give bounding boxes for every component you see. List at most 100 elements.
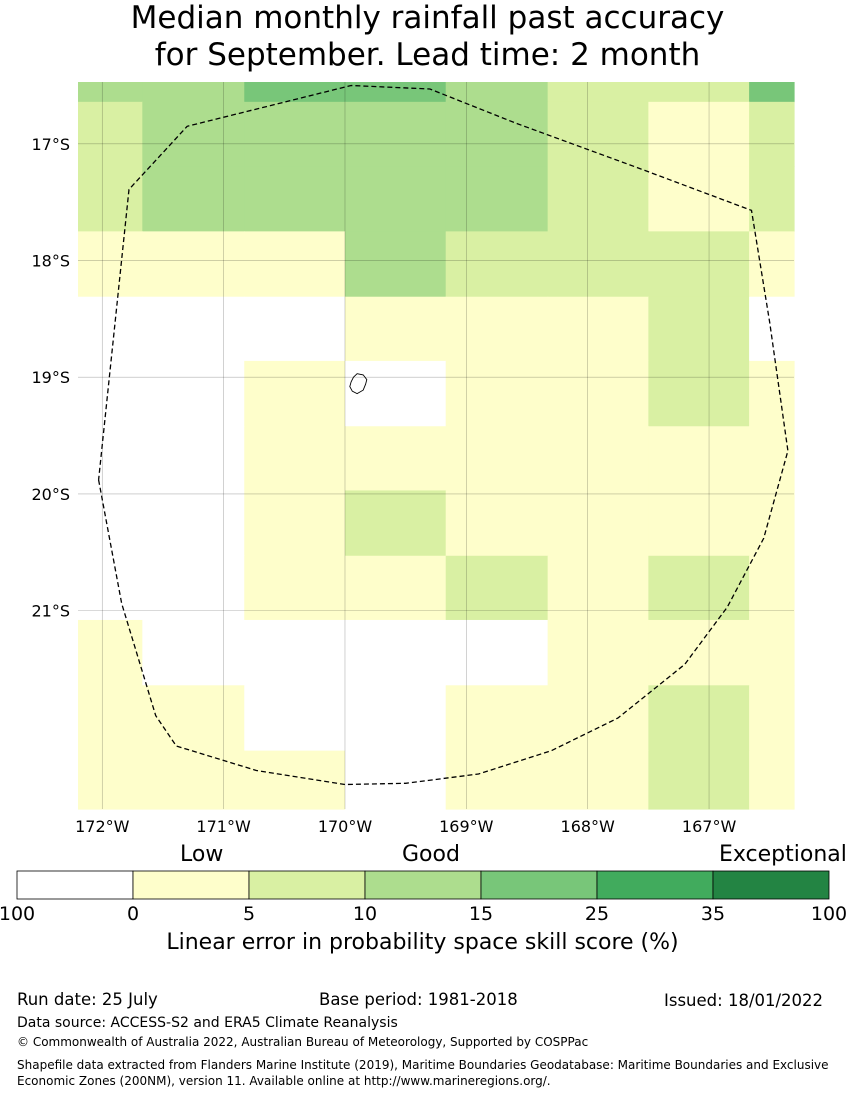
grid-cell bbox=[142, 685, 245, 752]
skill-score-grid bbox=[78, 82, 795, 810]
grid-cell bbox=[244, 426, 346, 492]
grid-cell bbox=[142, 619, 245, 686]
copyright: © Commonwealth of Australia 2022, Austra… bbox=[17, 1035, 589, 1049]
grid-cell bbox=[344, 490, 447, 557]
grid-cell bbox=[749, 360, 795, 427]
eez-boundary bbox=[97, 84, 789, 786]
grid-cell bbox=[78, 426, 143, 492]
grid-cell bbox=[78, 555, 143, 621]
latitude-tick-label: 21°S bbox=[31, 602, 70, 621]
grid-cell bbox=[244, 490, 346, 557]
colorbar-tick: 10 bbox=[353, 903, 377, 925]
grid-cell bbox=[547, 619, 649, 686]
grid-cell bbox=[547, 82, 649, 103]
grid-cell bbox=[749, 101, 795, 167]
grid-cell bbox=[78, 685, 143, 752]
grid-cell bbox=[547, 426, 649, 492]
grid-cell bbox=[749, 685, 795, 752]
grid-cell bbox=[445, 296, 549, 362]
grid-cell bbox=[749, 750, 795, 810]
grid-cell bbox=[749, 619, 795, 686]
grid-cell bbox=[142, 101, 245, 167]
grid-cell bbox=[244, 360, 346, 427]
grid-cell bbox=[344, 296, 447, 362]
grid-cell bbox=[547, 360, 649, 427]
title-line-2: for September. Lead time: 2 month bbox=[154, 37, 701, 73]
grid-cell bbox=[547, 750, 649, 810]
grid-cell bbox=[749, 426, 795, 492]
legend-label-exceptional: Exceptional bbox=[719, 842, 847, 867]
longitude-tick-label: 171°W bbox=[196, 817, 251, 836]
grid-cell bbox=[648, 360, 750, 427]
grid-cell bbox=[648, 685, 750, 752]
grid-cell bbox=[648, 296, 750, 362]
grid-cell bbox=[648, 426, 750, 492]
grid-cell bbox=[648, 619, 750, 686]
grid-cell bbox=[244, 685, 346, 752]
eez-dashed-line bbox=[97, 84, 789, 786]
colorbar-segment bbox=[248, 870, 366, 900]
grid-cell bbox=[445, 101, 549, 167]
issued-date: Issued: 18/01/2022 bbox=[664, 991, 824, 1010]
grid-cell bbox=[547, 555, 649, 621]
colorbar-segment bbox=[596, 870, 714, 900]
grid-cell bbox=[648, 231, 750, 298]
grid-cell bbox=[445, 426, 549, 492]
grid-cell bbox=[547, 231, 649, 298]
colorbar-tick-labels: 100 0 5 10 15 25 35 100 bbox=[0, 903, 847, 925]
grid-cell bbox=[749, 490, 795, 557]
grid-cell bbox=[648, 555, 750, 621]
grid-cell bbox=[244, 555, 346, 621]
grid-cell bbox=[244, 101, 346, 167]
grid-cell bbox=[142, 426, 245, 492]
grid-cell bbox=[445, 231, 549, 298]
grid-cell bbox=[142, 490, 245, 557]
grid-cell bbox=[78, 101, 143, 167]
grid-cell bbox=[445, 360, 549, 427]
grid-cell bbox=[547, 101, 649, 167]
colorbar-segment bbox=[712, 870, 830, 900]
colorbar-tick: 5 bbox=[243, 903, 255, 925]
grid-cell bbox=[445, 82, 549, 103]
grid-cell bbox=[344, 231, 447, 298]
run-date: Run date: 25 July bbox=[17, 990, 158, 1009]
shapefile-credit-line-1: Shapefile data extracted from Flanders M… bbox=[17, 1058, 829, 1072]
colorbar-segment bbox=[480, 870, 598, 900]
colorbar-tick: 35 bbox=[701, 903, 725, 925]
grid-cell bbox=[749, 166, 795, 232]
grid-cell bbox=[142, 555, 245, 621]
grid-cell bbox=[244, 619, 346, 686]
colorbar-segment bbox=[16, 870, 134, 900]
grid-cell bbox=[244, 750, 346, 810]
grid-cell bbox=[547, 685, 649, 752]
latitude-tick-label: 17°S bbox=[31, 135, 70, 154]
colorbar-segment bbox=[132, 870, 250, 900]
grid-cell bbox=[244, 82, 346, 103]
grid-cell bbox=[547, 296, 649, 362]
grid-cell bbox=[445, 619, 549, 686]
grid-cell bbox=[648, 166, 750, 232]
grid-cell bbox=[78, 166, 143, 232]
colorbar-tick: 15 bbox=[469, 903, 493, 925]
longitude-tick-label: 170°W bbox=[318, 817, 373, 836]
grid-cell bbox=[142, 360, 245, 427]
shapefile-credit-line-2: Economic Zones (200NM), version 11. Avai… bbox=[17, 1074, 551, 1088]
grid-cell bbox=[78, 619, 143, 686]
longitude-tick-label: 169°W bbox=[439, 817, 494, 836]
latitude-tick-label: 19°S bbox=[31, 368, 70, 387]
grid-cell bbox=[78, 750, 143, 810]
grid-cell bbox=[244, 231, 346, 298]
grid-cell bbox=[78, 296, 143, 362]
grid-cell bbox=[344, 426, 447, 492]
map-title: Median monthly rainfall past accuracy fo… bbox=[0, 0, 855, 74]
grid-cell bbox=[445, 750, 549, 810]
grid-cell bbox=[142, 82, 245, 103]
colorbar bbox=[16, 870, 830, 900]
latitude-tick-label: 18°S bbox=[31, 252, 70, 271]
longitude-tick-label: 172°W bbox=[75, 817, 130, 836]
grid-cell bbox=[547, 490, 649, 557]
grid-cell bbox=[244, 166, 346, 232]
colorbar-tick: 0 bbox=[127, 903, 139, 925]
base-period: Base period: 1981-2018 bbox=[319, 990, 518, 1009]
